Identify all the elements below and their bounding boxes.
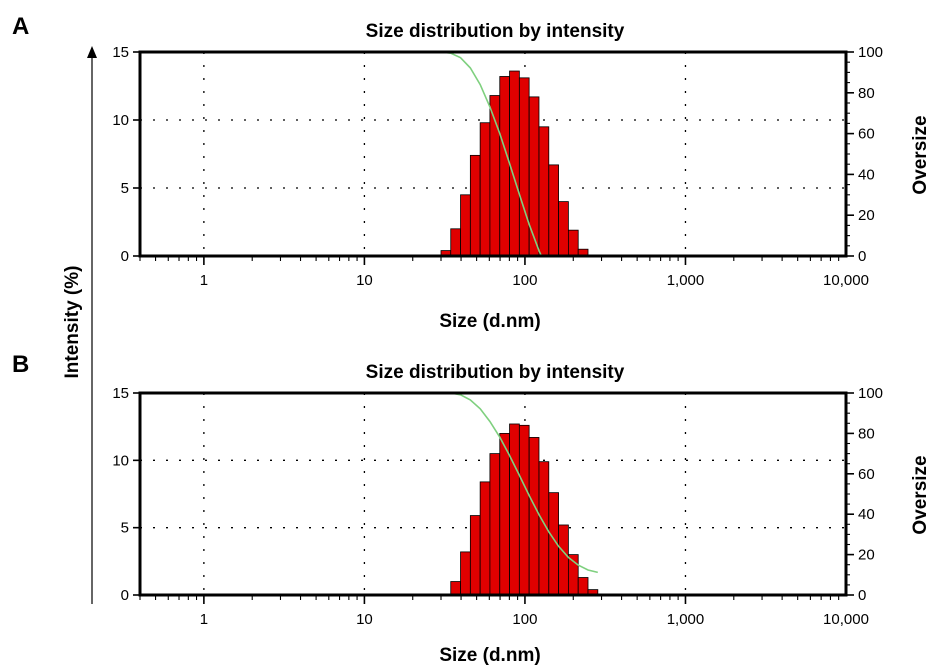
panel-b-x-tick-label: 10,000 xyxy=(823,611,869,628)
panel-b-y2-axis-label: Oversize xyxy=(910,455,931,534)
panel-b-y-tick-label: 15 xyxy=(112,385,129,402)
panel-b-bar-6 xyxy=(509,423,520,596)
panel-b-bar-7 xyxy=(518,424,530,596)
panel-a-y2-tick-label: 100 xyxy=(858,44,883,61)
panel-a-bar-3 xyxy=(469,154,481,257)
panel-b-y2-tick-label: 40 xyxy=(858,506,875,523)
panel-a-title: Size distribution by intensity xyxy=(366,21,625,42)
shared-y-axis: Intensity (%) xyxy=(62,46,97,604)
shared-y-axis-label: Intensity (%) xyxy=(62,266,83,379)
panel-b-bar-2 xyxy=(469,515,481,596)
panel-a-y2-axis-label: Oversize xyxy=(910,115,931,194)
panel-a-bar-2 xyxy=(460,194,471,257)
panel-b-y2-tick-label: 0 xyxy=(858,587,866,604)
panel-b-x-tick-label: 1 xyxy=(200,611,208,628)
panel-b-y2-tick-label: 60 xyxy=(858,466,875,483)
panel-b-bars xyxy=(450,423,599,596)
panel-b-bar-8 xyxy=(528,437,540,596)
panel-b-y-ticks: 0 5 10 15 xyxy=(112,385,140,604)
panel-b-bar-1 xyxy=(460,551,471,596)
panel-a-y2-tick-label: 20 xyxy=(858,207,875,224)
panel-b-y2-ticks: 0 20 40 60 80 100 xyxy=(846,385,883,604)
panel-b-bar-3 xyxy=(479,481,491,596)
panel-a-y2-tick-label: 80 xyxy=(858,85,875,102)
panel-a-y2-tick-label: 0 xyxy=(858,248,866,265)
panel-a-y2-tick-label: 60 xyxy=(858,126,875,143)
panel-a-y-tick-label: 0 xyxy=(121,248,129,265)
panel-a-y-tick-label: 15 xyxy=(112,44,129,61)
panel-b-y2-tick-label: 80 xyxy=(858,425,875,442)
panel-b-x-tick-label: 100 xyxy=(512,611,537,628)
panel-a-y-tick-label: 5 xyxy=(121,180,129,197)
panel-b-title: Size distribution by intensity xyxy=(366,362,625,383)
panel-b-y-tick-label: 5 xyxy=(121,520,129,537)
panel-b-x-tick-label: 1,000 xyxy=(667,611,705,628)
panel-a-y-ticks: 0 5 10 15 xyxy=(112,44,140,265)
panel-b-x-tick-label: 10 xyxy=(356,611,373,628)
panel-b-oversize-curve xyxy=(140,393,598,574)
panel-a-x-tick-label: 1 xyxy=(200,272,208,289)
panel-b-bar-13 xyxy=(577,577,589,596)
panel-b: B Size distribution by intensity 1 10 100 1… xyxy=(12,351,931,666)
panel-a-bar-8 xyxy=(518,77,530,257)
panel-b-bar-0 xyxy=(450,581,461,596)
panel-a-bar-13 xyxy=(567,229,579,257)
panel-a-y2-tick-label: 40 xyxy=(858,166,875,183)
panel-a-x-axis-label: Size (d.nm) xyxy=(439,311,540,332)
panel-a-x-tick-label: 10 xyxy=(356,272,373,289)
panel-b-x-ticks: 1 10 100 1,000 10,000 xyxy=(139,595,869,628)
panel-b-y2-tick-label: 100 xyxy=(858,385,883,402)
panel-a: A Size distribution by intensity 1 10 100 1… xyxy=(12,13,931,332)
panel-a-bar-12 xyxy=(558,201,569,257)
panel-a-bar-1 xyxy=(450,228,461,257)
panel-a-y-tick-label: 10 xyxy=(112,112,129,129)
panel-b-y2-tick-label: 20 xyxy=(858,547,875,564)
panel-b-bar-4 xyxy=(489,453,501,596)
panel-a-bar-6 xyxy=(499,76,510,257)
shared-y-axis-arrowhead xyxy=(87,46,97,58)
panel-b-y-tick-label: 10 xyxy=(112,452,129,469)
panel-a-bar-11 xyxy=(548,164,559,257)
panel-a-oversize-line xyxy=(140,52,543,256)
panel-b-bar-11 xyxy=(558,524,569,596)
panel-a-bar-10 xyxy=(538,126,550,257)
panel-a-x-tick-label: 10,000 xyxy=(823,272,869,289)
panel-a-x-ticks: 1 10 100 1,000 10,000 xyxy=(139,256,869,289)
panel-b-x-axis-label: Size (d.nm) xyxy=(439,645,540,666)
panel-b-oversize-line xyxy=(140,393,598,574)
panel-b-letter: B xyxy=(12,351,29,378)
panel-b-bar-5 xyxy=(499,432,510,596)
panel-b-y-tick-label: 0 xyxy=(121,587,129,604)
panel-a-x-tick-label: 1,000 xyxy=(667,272,705,289)
panel-a-bar-9 xyxy=(528,96,540,257)
panel-a-oversize-curve xyxy=(140,52,543,256)
panel-a-bar-4 xyxy=(479,122,491,257)
panel-a-x-tick-label: 100 xyxy=(512,272,537,289)
panel-a-bars xyxy=(440,70,589,257)
panel-a-letter: A xyxy=(12,13,29,40)
panel-a-y2-ticks: 0 20 40 60 80 100 xyxy=(846,44,883,265)
panel-a-bar-7 xyxy=(509,70,520,257)
